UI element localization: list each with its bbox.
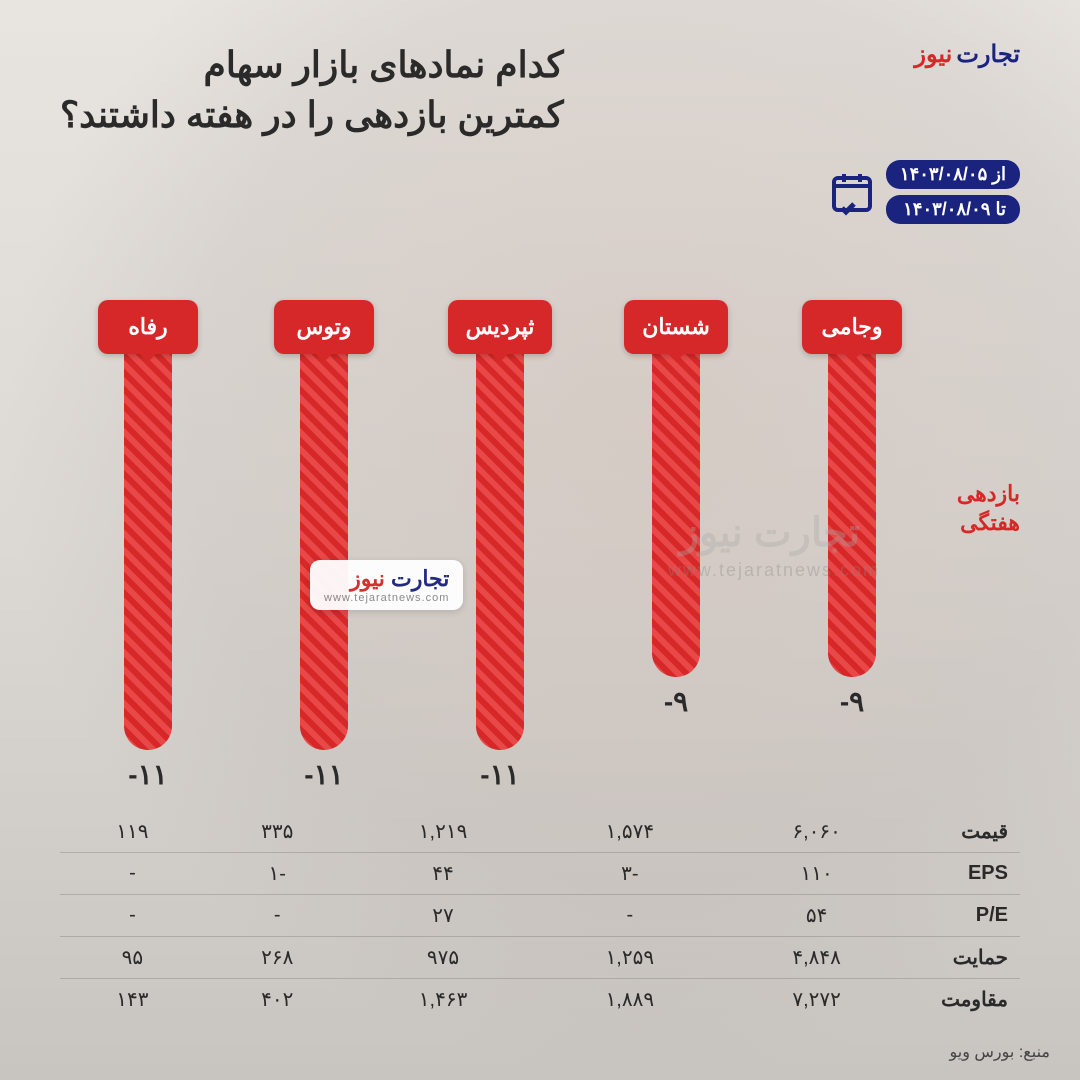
table-cell: -۱	[205, 853, 350, 895]
table-cell: ۴۴	[350, 853, 537, 895]
table-row: P/E۵۴-۲۷--	[60, 895, 1020, 937]
bar-value: -۱۱	[304, 758, 343, 791]
bar-column: وتوس -۱۱	[249, 300, 399, 791]
bars-container: رفاه -۱۱ وتوس -۱۱ ثپردیس -۱۱ شستان -۹ وج…	[60, 300, 940, 780]
title-line-2: کمترین بازدهی را در هفته داشتند؟	[60, 90, 564, 140]
bar-value: -۱۱	[128, 758, 167, 791]
table-cell: ۴۰۲	[205, 979, 350, 1021]
bar-label: وجامی	[802, 300, 902, 354]
watermark-badge-brand: تجارت نیوز	[324, 566, 449, 592]
table-cell: -	[536, 895, 723, 937]
table-cell: -	[205, 895, 350, 937]
watermark-badge: تجارت نیوز www.tejaratnews.com	[310, 560, 463, 610]
table-cell: ۲۷	[350, 895, 537, 937]
row-header: قیمت	[910, 811, 1020, 853]
bar-chart: رفاه -۱۱ وتوس -۱۱ ثپردیس -۱۱ شستان -۹ وج…	[60, 300, 940, 780]
table-cell: ۳۳۵	[205, 811, 350, 853]
source-attribution: منبع: بورس ویو	[950, 1042, 1051, 1062]
table-row: حمایت۴,۸۴۸۱,۲۵۹۹۷۵۲۶۸۹۵	[60, 937, 1020, 979]
header: تجارت نیوز کدام نمادهای بازار سهام کمتری…	[60, 40, 1020, 141]
table-cell: ۱,۴۶۳	[350, 979, 537, 1021]
bar-column: رفاه -۱۱	[73, 300, 223, 791]
table-cell: ۹۵	[60, 937, 205, 979]
y-label-line2: هفتگی	[957, 509, 1020, 538]
bar-value: -۹	[664, 685, 688, 718]
table-cell: ۷,۲۷۲	[723, 979, 910, 1021]
date-from: از ۱۴۰۳/۰۸/۰۵	[886, 160, 1020, 189]
table-cell: -	[60, 895, 205, 937]
bar-rect	[300, 350, 348, 750]
date-to-value: ۱۴۰۳/۰۸/۰۹	[903, 199, 990, 219]
y-label-line1: بازدهی	[957, 480, 1020, 509]
data-table: قیمت۶,۰۶۰۱,۵۷۴۱,۲۱۹۳۳۵۱۱۹EPS۱۱۰-۳۴۴-۱-P/…	[60, 811, 1020, 1020]
bar-rect	[124, 350, 172, 750]
table-cell: ۱,۲۱۹	[350, 811, 537, 853]
table-cell: ۵۴	[723, 895, 910, 937]
table-cell: ۱,۵۷۴	[536, 811, 723, 853]
table-cell: ۱,۲۵۹	[536, 937, 723, 979]
table-cell: ۶,۰۶۰	[723, 811, 910, 853]
bar-value: -۹	[840, 685, 864, 718]
wm-logo-1: تجارت	[391, 566, 449, 591]
wm-logo-2: نیوز	[350, 566, 385, 591]
y-axis-label: بازدهی هفتگی	[957, 480, 1020, 537]
row-header: مقاومت	[910, 979, 1020, 1021]
row-header: P/E	[910, 895, 1020, 937]
table-row: قیمت۶,۰۶۰۱,۵۷۴۱,۲۱۹۳۳۵۱۱۹	[60, 811, 1020, 853]
calendar-icon	[828, 168, 876, 216]
date-to-prefix: تا	[996, 199, 1007, 219]
table-cell: ۱,۸۸۹	[536, 979, 723, 1021]
bar-column: شستان -۹	[601, 300, 751, 718]
bar-label: ثپردیس	[448, 300, 553, 354]
row-header: EPS	[910, 853, 1020, 895]
row-header: حمایت	[910, 937, 1020, 979]
date-pills: از ۱۴۰۳/۰۸/۰۵ تا ۱۴۰۳/۰۸/۰۹	[886, 160, 1020, 224]
date-to: تا ۱۴۰۳/۰۸/۰۹	[886, 195, 1020, 224]
table-cell: ۴,۸۴۸	[723, 937, 910, 979]
table-cell: ۲۶۸	[205, 937, 350, 979]
logo-text-2: نیوز	[914, 40, 952, 69]
table-row: مقاومت۷,۲۷۲۱,۸۸۹۱,۴۶۳۴۰۲۱۴۳	[60, 979, 1020, 1021]
bar-value: -۱۱	[480, 758, 519, 791]
bar-label: وتوس	[274, 300, 374, 354]
bar-label: شستان	[624, 300, 728, 354]
table-cell: ۱۱۰	[723, 853, 910, 895]
table-cell: ۱۴۳	[60, 979, 205, 1021]
bar-rect	[652, 350, 700, 677]
brand-logo: تجارت نیوز	[914, 40, 1020, 69]
date-range: از ۱۴۰۳/۰۸/۰۵ تا ۱۴۰۳/۰۸/۰۹	[828, 160, 1020, 224]
page-title: کدام نمادهای بازار سهام کمترین بازدهی را…	[60, 40, 564, 141]
bar-label: رفاه	[98, 300, 198, 354]
table-cell: ۱۱۹	[60, 811, 205, 853]
bar-column: ثپردیس -۱۱	[425, 300, 575, 791]
table-row: EPS۱۱۰-۳۴۴-۱-	[60, 853, 1020, 895]
title-line-1: کدام نمادهای بازار سهام	[60, 40, 564, 90]
table-cell: ۹۷۵	[350, 937, 537, 979]
date-from-prefix: از	[992, 164, 1006, 184]
watermark-badge-url: www.tejaratnews.com	[324, 592, 449, 604]
table-cell: -۳	[536, 853, 723, 895]
bar-column: وجامی -۹	[777, 300, 927, 718]
bar-rect	[828, 350, 876, 677]
logo-text-1: تجارت	[956, 40, 1020, 69]
bar-rect	[476, 350, 524, 750]
table-cell: -	[60, 853, 205, 895]
date-from-value: ۱۴۰۳/۰۸/۰۵	[900, 164, 987, 184]
